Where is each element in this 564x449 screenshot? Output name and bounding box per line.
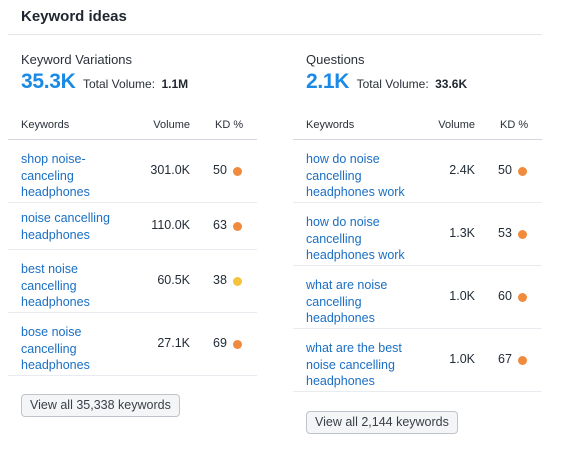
kd-value: 38 bbox=[213, 273, 227, 287]
view-all-questions-button[interactable]: View all 2,144 keywords bbox=[306, 411, 458, 434]
keyword-link[interactable]: what are noise cancelling headphones bbox=[306, 278, 388, 325]
volume-value: 110.0K bbox=[151, 218, 190, 232]
variations-summary: 35.3K Total Volume: 1.1M bbox=[21, 70, 188, 98]
keyword-link[interactable]: bose noise cancelling headphones bbox=[21, 325, 90, 372]
widget-title: Keyword ideas bbox=[21, 8, 127, 25]
table-header: Keywords Volume KD % bbox=[8, 114, 257, 140]
kd-indicator-dot bbox=[518, 356, 527, 365]
kd-value: 67 bbox=[498, 352, 512, 366]
column-header-kd: KD % bbox=[215, 119, 244, 131]
total-volume-label: Total Volume: bbox=[356, 77, 429, 91]
table-row: what are noise cancelling headphones 1.0… bbox=[293, 266, 542, 329]
volume-value: 60.5K bbox=[157, 273, 190, 287]
kd-indicator-dot bbox=[233, 340, 242, 349]
kd-indicator-dot bbox=[518, 167, 527, 176]
table-row: best noise cancelling headphones 60.5K 3… bbox=[8, 250, 257, 313]
keyword-link[interactable]: shop noise-canceling headphones bbox=[21, 152, 90, 199]
column-header-volume: Volume bbox=[438, 119, 475, 131]
kd-indicator-dot bbox=[518, 230, 527, 239]
keyword-link[interactable]: noise cancelling headphones bbox=[21, 211, 110, 242]
view-all-keywords-button[interactable]: View all 35,338 keywords bbox=[21, 394, 180, 417]
table-row: bose noise cancelling headphones 27.1K 6… bbox=[8, 313, 257, 376]
keyword-link[interactable]: how do noise cancelling headphones work bbox=[306, 215, 405, 262]
column-header-keywords: Keywords bbox=[21, 119, 70, 131]
column-header-kd: KD % bbox=[500, 119, 529, 131]
table-row: what are the best noise cancelling headp… bbox=[293, 329, 542, 392]
volume-value: 1.0K bbox=[449, 289, 475, 303]
total-volume-label: Total Volume: bbox=[83, 77, 156, 91]
kd-indicator-dot bbox=[518, 293, 527, 302]
kd-value: 50 bbox=[498, 163, 512, 177]
volume-value: 1.3K bbox=[449, 226, 475, 240]
keyword-link[interactable]: how do noise cancelling headphones work bbox=[306, 152, 405, 199]
keyword-link[interactable]: what are the best noise cancelling headp… bbox=[306, 341, 402, 388]
table-row: how do noise cancelling headphones work … bbox=[293, 140, 542, 203]
kd-value: 53 bbox=[498, 226, 512, 240]
kd-value: 69 bbox=[213, 336, 227, 350]
table-row: how do noise cancelling headphones work … bbox=[293, 203, 542, 266]
questions-table: Keywords Volume KD % how do noise cancel… bbox=[293, 114, 542, 392]
kd-indicator-dot bbox=[233, 167, 242, 176]
questions-count: 2.1K bbox=[306, 70, 350, 93]
kd-indicator-dot bbox=[233, 222, 242, 231]
keyword-link[interactable]: best noise cancelling headphones bbox=[21, 262, 90, 309]
panel-title: Keyword Variations bbox=[21, 52, 133, 67]
volume-value: 2.4K bbox=[449, 163, 475, 177]
table-header: Keywords Volume KD % bbox=[293, 114, 542, 140]
variations-table: Keywords Volume KD % shop noise-cancelin… bbox=[8, 114, 257, 376]
kd-indicator-dot bbox=[233, 277, 242, 286]
variations-count: 35.3K bbox=[21, 70, 76, 93]
volume-value: 1.0K bbox=[449, 352, 475, 366]
column-header-keywords: Keywords bbox=[306, 119, 355, 131]
widget-header: Keyword ideas bbox=[8, 0, 542, 35]
volume-value: 301.0K bbox=[150, 163, 190, 177]
questions-summary: 2.1K Total Volume: 33.6K bbox=[306, 70, 467, 98]
kd-value: 63 bbox=[213, 218, 227, 232]
table-row: shop noise-canceling headphones 301.0K 5… bbox=[8, 140, 257, 203]
total-volume-value: 1.1M bbox=[161, 77, 189, 91]
volume-value: 27.1K bbox=[157, 336, 190, 350]
kd-value: 60 bbox=[498, 289, 512, 303]
kd-value: 50 bbox=[213, 163, 227, 177]
total-volume-value: 33.6K bbox=[435, 77, 468, 91]
table-row: noise cancelling headphones 110.0K 63 bbox=[8, 203, 257, 250]
column-header-volume: Volume bbox=[153, 119, 190, 131]
panel-title: Questions bbox=[306, 52, 365, 67]
